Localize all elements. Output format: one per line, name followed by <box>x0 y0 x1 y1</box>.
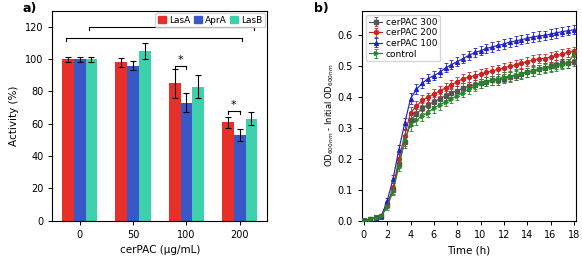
Y-axis label: OD$_{600nm}$ - Initial OD$_{600nm}$: OD$_{600nm}$ - Initial OD$_{600nm}$ <box>323 64 336 168</box>
Bar <box>246 119 257 221</box>
Bar <box>127 66 139 221</box>
Text: *: * <box>178 55 183 65</box>
Legend: LasA, AprA, LasB: LasA, AprA, LasB <box>155 13 265 27</box>
Text: *: * <box>231 100 237 110</box>
Bar <box>180 103 192 221</box>
Bar <box>86 59 97 221</box>
Bar <box>222 122 234 221</box>
Text: a): a) <box>22 2 37 15</box>
Legend: cerPAC 300, cerPAC 200, cerPAC 100, control: cerPAC 300, cerPAC 200, cerPAC 100, cont… <box>366 15 440 61</box>
Bar <box>234 135 246 221</box>
Bar <box>74 59 86 221</box>
Text: b): b) <box>314 2 329 15</box>
Bar <box>169 83 180 221</box>
Bar <box>115 62 127 221</box>
X-axis label: Time (h): Time (h) <box>447 245 491 255</box>
Bar <box>139 51 151 221</box>
Bar <box>192 87 204 221</box>
Y-axis label: Activity (%): Activity (%) <box>9 86 19 146</box>
X-axis label: cerPAC (μg/mL): cerPAC (μg/mL) <box>119 245 200 255</box>
Bar <box>62 59 74 221</box>
